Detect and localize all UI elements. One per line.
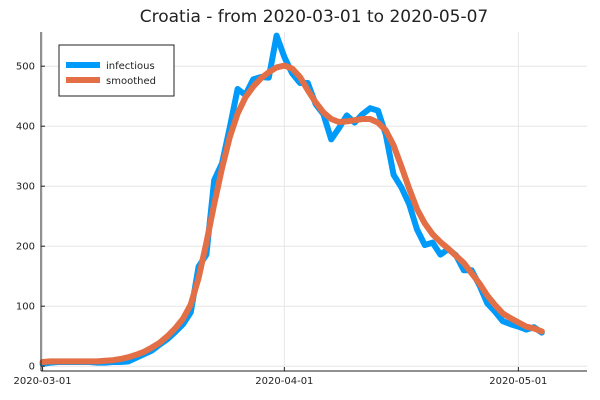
series-layer (39, 32, 545, 367)
axes-layer (40, 32, 587, 372)
x-tick-label: 2020-05-01 (489, 376, 547, 387)
series-line-smoothed (39, 62, 545, 365)
y-tick-label: 0 (29, 362, 35, 373)
y-tick-label: 400 (16, 122, 35, 133)
ticks-layer: 0 100 200 300 400 500 2020-03-01 2020-04-01 2020… (13, 62, 547, 387)
legend-box (58, 44, 175, 97)
legend-label-smoothed: smoothed (106, 76, 156, 87)
x-tick-label: 2020-03-01 (13, 376, 71, 387)
y-tick-label: 200 (16, 242, 35, 253)
y-tick-label: 300 (16, 182, 35, 193)
legend: infectious smoothed (58, 44, 175, 97)
chart-title: Croatia - from 2020-03-01 to 2020-05-07 (140, 7, 488, 27)
y-tick-label: 100 (16, 302, 35, 313)
y-tick-label: 500 (16, 62, 35, 73)
legend-label-infectious: infectious (106, 61, 155, 72)
x-tick-label: 2020-04-01 (255, 376, 313, 387)
